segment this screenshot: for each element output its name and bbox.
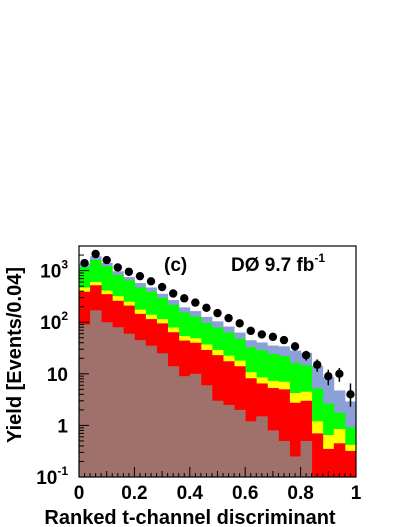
y-tick-label-exponent-3: 2	[61, 309, 68, 323]
bar-series-0-bin-6	[145, 345, 157, 477]
y-tick-label-0: 10-1	[36, 464, 68, 489]
bar-series-0-bin-18	[278, 440, 290, 477]
y-tick-label-exponent-0: -1	[57, 464, 68, 478]
lumi-label-text: DØ 9.7 fb	[231, 255, 314, 276]
bar-series-0-bin-8	[167, 366, 180, 477]
x-tick-label-4: 0.8	[287, 483, 313, 504]
bar-series-0-bin-13	[223, 404, 235, 477]
bar-series-0-bin-11	[200, 385, 213, 477]
data-point-14	[235, 319, 244, 328]
bar-series-0-bin-12	[211, 400, 224, 477]
bar-series-0-bin-17	[267, 430, 279, 477]
y-tick-label-4: 103	[40, 258, 68, 283]
bar-series-1-bin-23	[333, 443, 346, 477]
y-tick-label-1: 1	[57, 416, 68, 437]
y-tick-label-base-1: 1	[57, 416, 68, 437]
y-tick-label-exponent-4: 3	[61, 258, 68, 272]
bar-series-1-bin-20	[300, 400, 313, 477]
x-tick-label-0: 0	[74, 483, 85, 504]
data-point-21	[313, 360, 322, 369]
bar-series-0-bin-20	[300, 440, 313, 477]
y-tick-label-3: 102	[40, 309, 68, 334]
bar-series-0-bin-19	[289, 456, 301, 477]
data-point-22	[324, 371, 333, 381]
bar-series-0-bin-4	[123, 333, 135, 477]
bar-series-0-bin-9	[178, 376, 191, 477]
data-point-5	[135, 271, 145, 281]
bar-series-0-bin-1	[90, 310, 102, 477]
data-point-8	[168, 289, 178, 298]
x-axis: 0 0.2 0.4 0.6 0.8 1	[74, 467, 362, 504]
data-point-0	[80, 258, 89, 268]
x-tick-label-2: 0.4	[177, 483, 204, 504]
data-point-9	[180, 294, 189, 303]
data-points	[80, 249, 355, 407]
panel-label: (c)	[164, 255, 187, 276]
data-point-23	[335, 369, 344, 379]
y-tick-label-2: 10	[47, 365, 68, 386]
stacked-bars	[79, 256, 357, 477]
data-point-10	[191, 298, 200, 307]
data-point-3	[113, 263, 122, 272]
data-point-16	[257, 330, 267, 339]
y-tick-label-base-2: 10	[47, 365, 68, 386]
data-point-18	[279, 335, 289, 345]
data-point-12	[213, 308, 222, 318]
bar-series-1-bin-21	[311, 433, 324, 477]
bar-series-0-bin-2	[101, 322, 113, 477]
y-tick-label-base-3: 10	[40, 313, 61, 334]
y-tick-label-base-4: 10	[40, 262, 61, 283]
data-point-11	[202, 303, 211, 313]
data-point-19	[290, 342, 300, 351]
bar-series-0-bin-0	[79, 324, 91, 477]
lumi-label-exponent: -1	[314, 251, 325, 265]
data-point-15	[246, 326, 255, 336]
bar-series-0-bin-3	[112, 327, 124, 477]
bar-series-0-bin-7	[156, 353, 169, 477]
y-axis-title: Yield [Events/0.04]	[4, 267, 26, 443]
data-point-1	[91, 249, 100, 259]
bar-series-1-bin-19	[289, 402, 301, 477]
lumi-label: DØ 9.7 fb-1	[231, 251, 325, 276]
data-point-24	[346, 390, 355, 399]
x-tick-label-1: 0.2	[121, 483, 147, 504]
bar-series-1-bin-18	[278, 389, 290, 477]
bar-series-0-bin-14	[234, 409, 246, 477]
data-point-6	[146, 277, 156, 286]
bar-series-0-bin-5	[134, 340, 146, 477]
data-point-7	[157, 282, 167, 292]
data-point-2	[102, 255, 111, 265]
bar-series-0-bin-15	[245, 421, 257, 477]
data-point-20	[301, 350, 311, 360]
data-point-4	[124, 267, 134, 276]
x-axis-title: Ranked t-channel discriminant	[44, 507, 336, 527]
bar-series-0-bin-16	[256, 416, 268, 477]
data-point-17	[268, 332, 278, 342]
bar-series-1-bin-24	[344, 450, 357, 477]
x-tick-label-5: 1	[351, 483, 362, 504]
x-tick-label-3: 0.6	[232, 483, 258, 504]
data-point-13	[224, 313, 233, 323]
y-tick-label-base-0: 10	[36, 468, 57, 489]
bar-series-1-bin-22	[322, 448, 335, 477]
bar-series-0-bin-10	[189, 373, 202, 477]
